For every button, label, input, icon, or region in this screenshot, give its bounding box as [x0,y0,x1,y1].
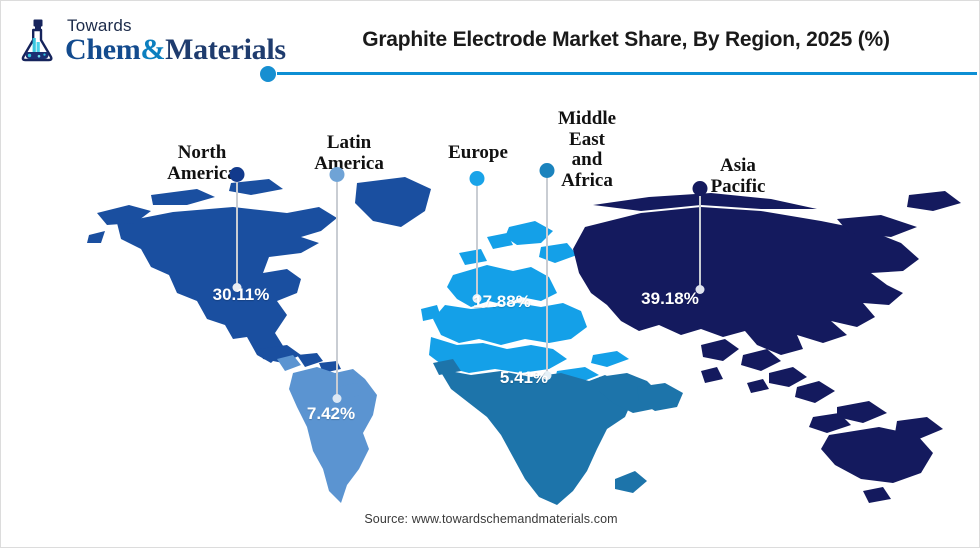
map-region-greenland [355,177,431,227]
brand-ampersand: & [140,33,166,66]
marker-dot-middle-east-africa[interactable] [539,163,555,178]
leader-line-north-america [236,182,238,287]
marker-dot-europe[interactable] [469,171,485,186]
map-region-north-america[interactable] [87,179,341,373]
brand-logo: Towards Chem&Materials [15,17,286,65]
value-north-america: 30.11% [212,285,270,304]
rule-endpoint-dot-icon [260,66,276,82]
leader-line-asia-pacific [699,196,701,289]
leader-line-latin-america [336,182,338,398]
region-label-north-america: North America [167,142,237,184]
leader-tip-asia-pacific [695,285,705,294]
value-europe: 17.88% [473,292,531,311]
region-label-latin-america: Latin America [314,132,384,174]
region-label-asia-pacific: Asia Pacific [710,155,766,197]
value-middle-east-africa: 5.41% [499,368,549,387]
leader-tip-europe [472,294,482,303]
brand-chem: Chem [65,33,141,66]
map-region-middle-east-africa[interactable] [433,359,683,505]
world-map [1,87,979,507]
region-label-middle-east-africa: Middle East and Africa [557,108,617,191]
map-region-latin-america[interactable] [277,355,377,503]
source-note: Source: www.towardschemandmaterials.com [364,512,618,526]
map-region-europe[interactable] [421,221,629,383]
marker-dot-latin-america[interactable] [329,167,345,182]
marker-dot-north-america[interactable] [229,167,245,182]
flask-icon [21,19,53,62]
leader-tip-middle-east-africa [542,371,552,380]
brand-top-word: Towards [67,16,132,35]
leader-line-middle-east-africa [546,178,548,375]
brand-materials: Materials [165,33,286,66]
page-title: Graphite Electrode Market Share, By Regi… [362,28,890,51]
marker-dot-asia-pacific[interactable] [692,181,708,196]
brand-main-word: Chem&Materials [65,35,286,65]
region-label-europe: Europe [448,142,508,163]
leader-tip-latin-america [332,394,342,403]
header-divider [277,72,977,75]
value-latin-america: 7.42% [306,404,356,423]
world-map-svg [87,177,961,505]
leader-line-europe [476,186,478,298]
map-region-asia-pacific[interactable] [573,191,961,503]
leader-tip-north-america [232,283,242,292]
value-asia-pacific: 39.18% [641,289,699,308]
